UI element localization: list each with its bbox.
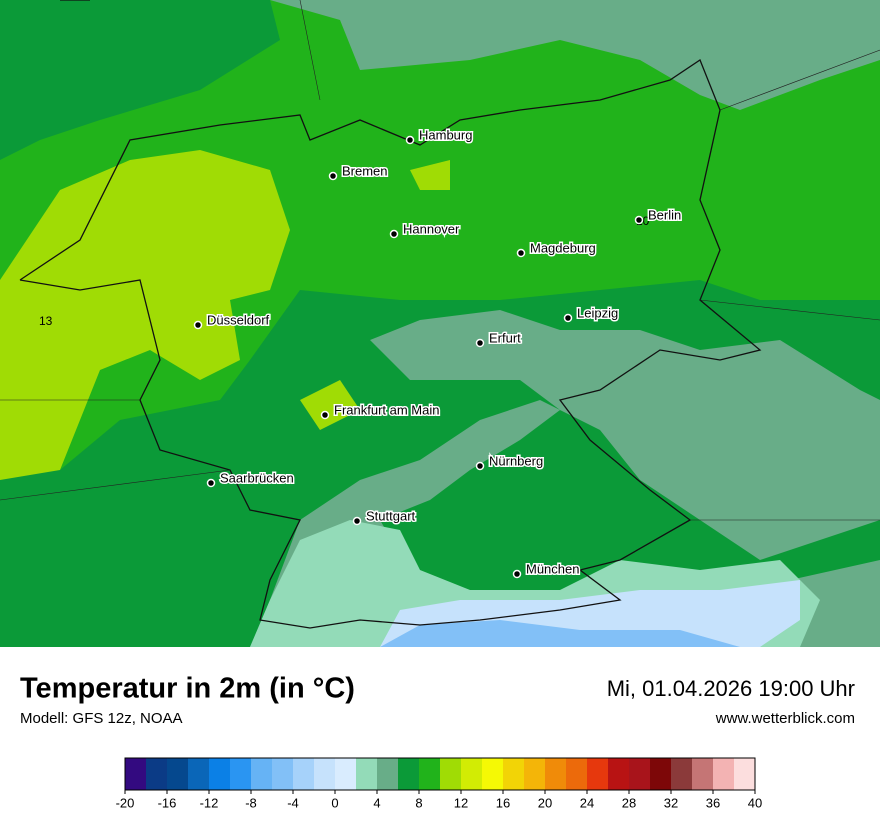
legend-swatch <box>482 758 504 790</box>
city-dot <box>475 461 485 471</box>
legend-tick-label: 16 <box>496 795 510 810</box>
map: 13 10 <box>0 0 880 647</box>
legend-swatch <box>167 758 189 790</box>
city-label: Stuttgart <box>366 508 416 523</box>
city-dot <box>352 516 362 526</box>
legend-tick-label: -4 <box>287 795 299 810</box>
legend-swatch <box>356 758 378 790</box>
legend-swatch <box>209 758 231 790</box>
city-dot <box>634 215 644 225</box>
legend-swatch <box>398 758 420 790</box>
legend-tick-label: 8 <box>415 795 422 810</box>
legend-swatch <box>293 758 315 790</box>
legend-swatch <box>650 758 672 790</box>
legend-tick-label: -20 <box>116 795 135 810</box>
region <box>0 220 880 647</box>
model: Modell: GFS 12z, NOAA <box>20 710 183 727</box>
city-dot <box>320 410 330 420</box>
legend-swatch <box>251 758 273 790</box>
legend-swatch <box>503 758 525 790</box>
city-label: Erfurt <box>489 330 521 345</box>
legend-swatch <box>272 758 294 790</box>
city-label: Hamburg <box>419 127 472 142</box>
legend-tick-label: 24 <box>580 795 594 810</box>
date: Mi, 01.04.2026 19:00 Uhr <box>607 676 855 701</box>
region <box>300 160 450 430</box>
city-dot <box>193 320 203 330</box>
region <box>250 310 880 647</box>
city-dot <box>512 569 522 579</box>
region <box>270 0 880 110</box>
region <box>380 620 740 647</box>
cities: Hamburg Bremen Hannover Magdeburg Berlin Leip… <box>193 126 683 579</box>
city-label: Magdeburg <box>530 240 596 255</box>
city-dot <box>475 338 485 348</box>
legend-tick-label: 40 <box>748 795 762 810</box>
city-dot <box>405 135 415 145</box>
legend-swatch <box>314 758 336 790</box>
legend-tick-label: 0 <box>331 795 338 810</box>
city-label: Berlin <box>648 207 681 222</box>
city-label: München <box>526 561 579 576</box>
border <box>0 0 880 521</box>
legend-tick-label: 12 <box>454 795 468 810</box>
city-dot <box>563 313 573 323</box>
legend-swatch <box>608 758 630 790</box>
legend-swatch <box>734 758 756 790</box>
legend-swatch <box>188 758 210 790</box>
city-label: Leipzig <box>577 305 618 320</box>
map-value: 13 <box>39 314 53 328</box>
legend-swatch <box>692 758 714 790</box>
region <box>0 150 290 480</box>
site: www.wetterblick.com <box>715 710 855 727</box>
legend-tick-label: -12 <box>200 795 219 810</box>
city-dot <box>389 229 399 239</box>
legend-swatch <box>125 758 147 790</box>
city-label: Saarbrücken <box>220 470 294 485</box>
legend-swatch <box>545 758 567 790</box>
legend-tick-label: 36 <box>706 795 720 810</box>
legend-swatch <box>440 758 462 790</box>
legend-swatch <box>146 758 168 790</box>
legend-swatch <box>566 758 588 790</box>
city-label: Düsseldorf <box>207 312 270 327</box>
title: Temperatur in 2m (in °C) <box>20 673 355 705</box>
legend-swatch <box>671 758 693 790</box>
legend-swatch <box>335 758 357 790</box>
legend-swatch <box>230 758 252 790</box>
legend-swatch <box>524 758 546 790</box>
legend-frame <box>124 757 756 791</box>
city-label: Nürnberg <box>489 453 543 468</box>
city-label: Hannover <box>403 221 460 236</box>
border <box>19 0 762 629</box>
legend-swatch <box>461 758 483 790</box>
legend-swatch <box>587 758 609 790</box>
city-label: Frankfurt am Main <box>334 402 439 417</box>
legend-swatch <box>377 758 399 790</box>
legend-tick-label: -8 <box>245 795 257 810</box>
legend-tick-label: -16 <box>158 795 177 810</box>
legend-tick-label: 4 <box>373 795 380 810</box>
region <box>0 0 280 160</box>
legend-tick-label: 28 <box>622 795 636 810</box>
city-dot <box>206 478 216 488</box>
legend-swatch <box>419 758 441 790</box>
legend-swatch <box>713 758 735 790</box>
legend-tick-label: 20 <box>538 795 552 810</box>
legend-swatch <box>629 758 651 790</box>
city-dot <box>328 171 338 181</box>
legend-tick-label: 32 <box>664 795 678 810</box>
city-dot <box>516 248 526 258</box>
city-label: Bremen <box>342 163 388 178</box>
legend: -20 -16 -12 -8 -4 0 4 8 12 16 20 24 28 32 36 40 <box>116 757 762 810</box>
